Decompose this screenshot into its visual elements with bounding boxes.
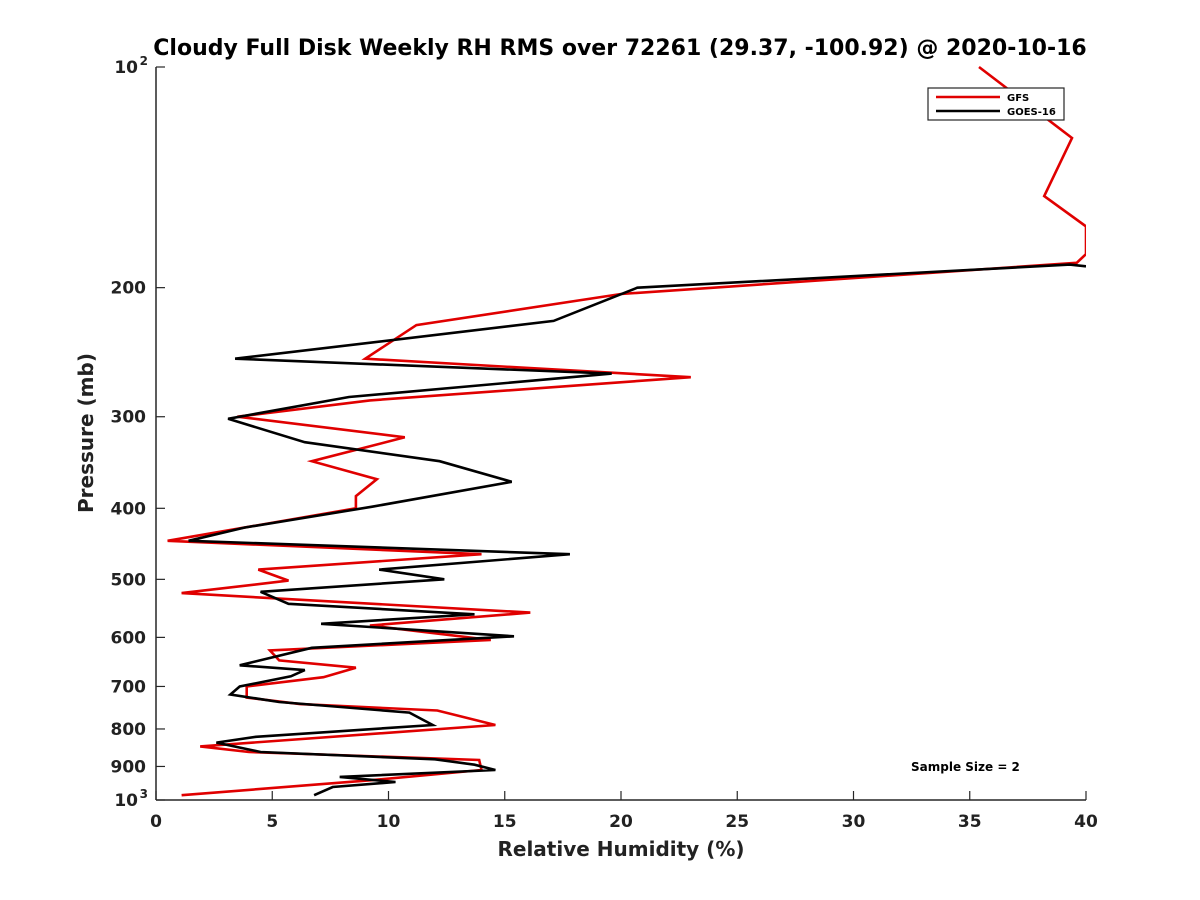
plot-area: 0 5 10 15 20 25 30 35 40 10 220030040050060070080… — [111, 54, 1098, 832]
x-tick-label: 40 — [1074, 812, 1098, 832]
y-tick-label: 500 — [111, 570, 147, 590]
y-tick-label: 400 — [111, 499, 147, 519]
y-tick-exponent: 3 — [140, 787, 148, 801]
x-tick-label: 0 — [150, 812, 162, 832]
series-line-goes-16 — [188, 263, 1086, 797]
y-tick-label: 200 — [111, 279, 147, 299]
legend-label: GFS — [1007, 93, 1029, 104]
series-lines — [167, 65, 1086, 797]
y-tick-label: 700 — [111, 677, 147, 697]
chart-title: Cloudy Full Disk Weekly RH RMS over 7226… — [153, 36, 1086, 61]
y-tick-label: 300 — [111, 408, 147, 428]
x-tick-label: 30 — [842, 812, 866, 832]
sample-size-annotation: Sample Size = 2 — [911, 760, 1020, 774]
y-tick-label: 10 — [114, 791, 138, 811]
y-tick-label: 10 — [114, 58, 138, 78]
x-axis-label: Relative Humidity (%) — [497, 837, 744, 861]
legend: GFS GOES-16 — [927, 87, 1065, 121]
x-tick-label: 10 — [377, 812, 401, 832]
series-line-gfs — [167, 65, 1086, 797]
x-axis-ticks: 0 5 10 15 20 25 30 35 40 — [150, 791, 1098, 832]
x-tick-label: 35 — [958, 812, 982, 832]
legend-items: GFS GOES-16 — [936, 93, 1056, 118]
legend-box — [927, 87, 1065, 121]
y-tick-label: 800 — [111, 720, 147, 740]
x-tick-label: 5 — [266, 812, 278, 832]
y-tick-label: 900 — [111, 757, 147, 777]
y-axis-label: Pressure (mb) — [74, 353, 98, 513]
y-tick-label: 600 — [111, 628, 147, 648]
x-tick-label: 15 — [493, 812, 517, 832]
x-tick-label: 25 — [725, 812, 749, 832]
x-tick-label: 20 — [609, 812, 633, 832]
y-tick-exponent: 2 — [140, 54, 148, 68]
legend-label: GOES-16 — [1007, 107, 1056, 118]
